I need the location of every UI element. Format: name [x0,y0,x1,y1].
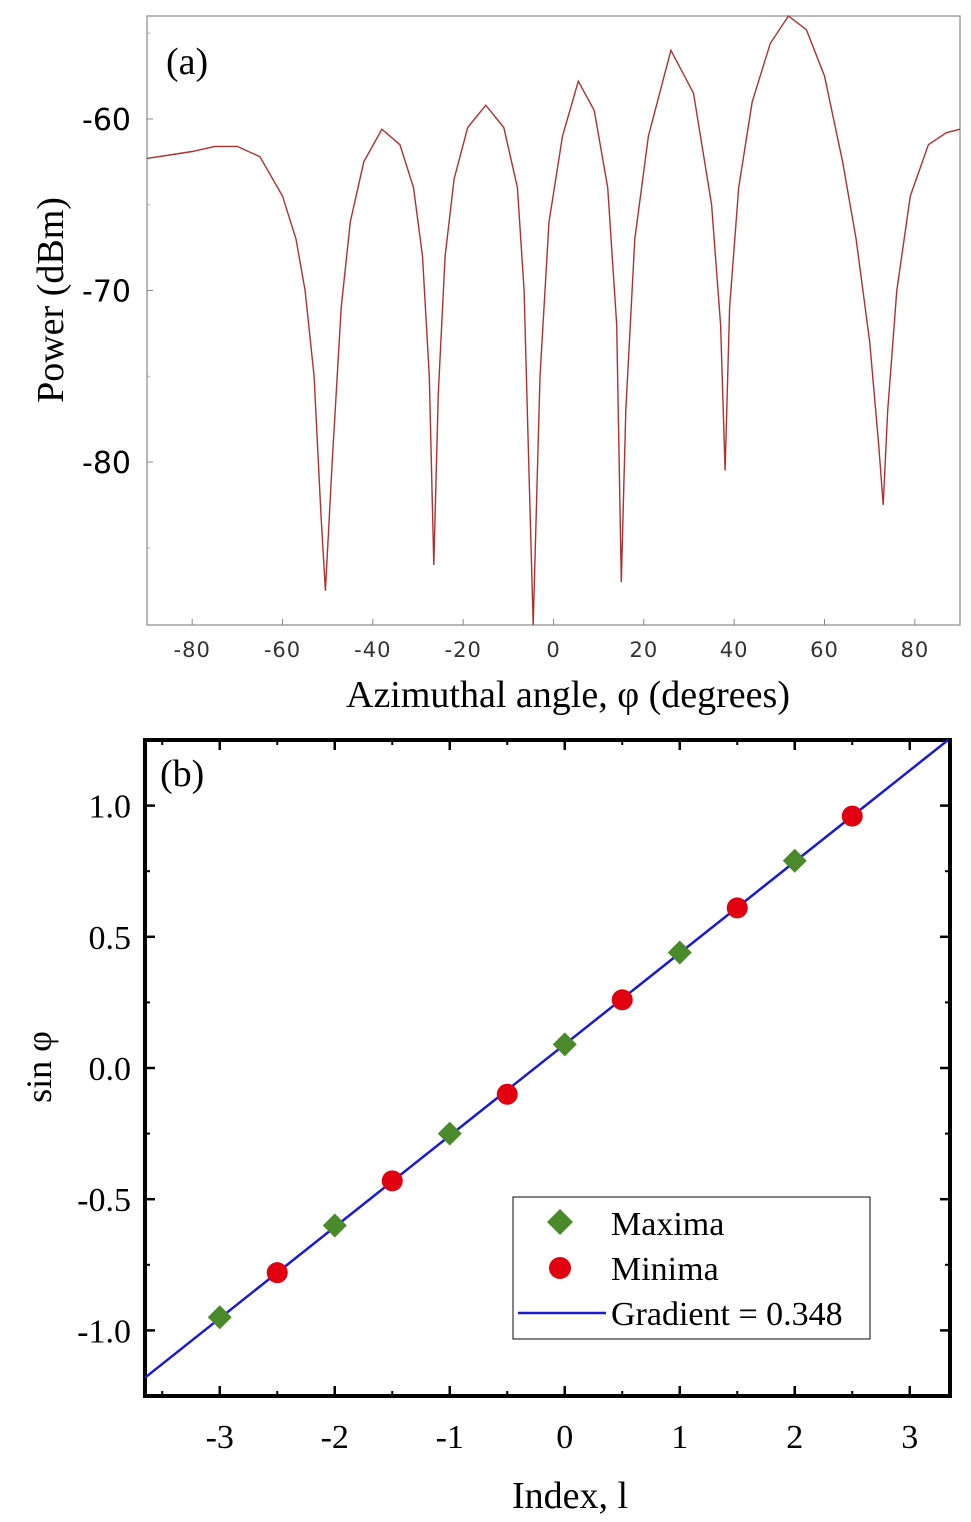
panel-b-x-axis-label: Index, l [512,1475,628,1517]
panel-a-x-tick-label: -40 [354,638,391,662]
minima-point [266,1262,288,1284]
minima-point [381,1170,403,1192]
legend-maxima-symbol [547,1209,573,1235]
panel-a-y-axis-label: Power (dBm) [30,197,72,403]
panel-b-y-tick-label: 0.5 [89,920,132,957]
legend-minima-text: Minima [611,1251,719,1288]
maxima-point [667,940,692,965]
minima-point [496,1083,518,1105]
panel-b-label: (b) [160,753,204,795]
panel-b-y-tick-label: -0.5 [77,1182,131,1219]
panel-a-power-curve [146,14,961,626]
maxima-point [437,1121,462,1146]
maxima-point [552,1032,577,1057]
legend-gradient-text: Gradient = 0.348 [611,1296,843,1333]
panel-b-x-tick-label: 0 [556,1419,573,1456]
panel-a-x-tick-label: 80 [900,638,929,662]
panel-b: -3 -2 -1 0 1 2 3 1.0 0.5 0.0 -0.5 -1.0 (b) Index, … [19,738,952,1517]
panel-b-y-tick-label: 0.0 [89,1051,132,1088]
panel-a-x-tick-label: -60 [264,638,301,662]
panel-a-x-axis-label: Azimuthal angle, φ (degrees) [346,674,790,716]
panel-a-x-tick-label: 40 [720,638,749,662]
panel-b-x-tick-label: 3 [901,1419,918,1456]
panel-b-y-tick-label: 1.0 [89,789,132,826]
panel-b-x-tick-label: -1 [436,1419,464,1456]
panel-b-y-axis-label: sin φ [19,1031,59,1103]
panel-b-legend: Maxima Minima Gradient = 0.348 [512,1196,871,1340]
panel-a-y-tick-label: -70 [82,274,131,309]
legend-minima-symbol [549,1257,571,1279]
panel-a-x-tick-label: 0 [546,638,560,662]
panel-a-label: (a) [166,41,208,83]
panel-a-y-tick-label: -80 [82,446,131,481]
panel-a-plot-frame [146,15,961,626]
panel-b-y-ticks: 1.0 0.5 0.0 -0.5 -1.0 [77,739,950,1397]
panel-b-x-ticks: -3 -2 -1 0 1 2 3 [161,740,918,1456]
panel-a-y-tick-label: -60 [82,103,131,138]
panel-a-x-ticks: -80 -60 -40 -20 0 20 40 60 80 [174,619,929,662]
maxima-point [782,848,807,873]
panel-a: -80 -60 -40 -20 0 20 40 60 80 -60 -70 -80 (a) Azim… [30,14,961,716]
minima-point [841,805,863,827]
panel-a-y-ticks: -60 -70 -80 [82,32,153,549]
legend-frame [512,1196,871,1340]
panel-b-x-tick-label: 2 [786,1419,803,1456]
panel-a-x-tick-label: -80 [174,638,211,662]
panel-a-x-tick-label: 60 [810,638,839,662]
panel-a-x-tick-label: 20 [629,638,658,662]
panel-a-x-tick-label: -20 [445,638,482,662]
maxima-point [207,1305,232,1330]
panel-b-x-tick-label: -2 [321,1419,349,1456]
maxima-point [322,1213,347,1238]
minima-point [726,897,748,919]
panel-b-maxima-markers [207,848,807,1330]
panel-b-x-tick-label: 1 [671,1419,688,1456]
minima-point [611,989,633,1011]
panel-b-y-tick-label: -1.0 [77,1313,131,1350]
panel-b-x-tick-label: -3 [206,1419,234,1456]
legend-maxima-text: Maxima [611,1206,724,1243]
panel-b-minima-markers [266,805,863,1284]
